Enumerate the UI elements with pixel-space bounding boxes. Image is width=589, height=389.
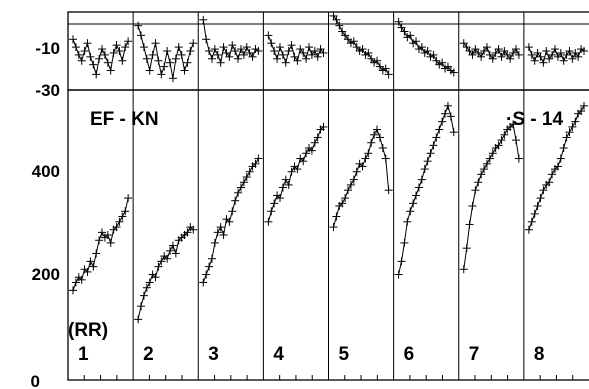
y-tick-label-top-minus30: -30 xyxy=(35,81,60,100)
panel-number-6: 6 xyxy=(404,344,415,365)
bottom-trace-panel-7 xyxy=(463,123,520,270)
annotation-rr: (RR) xyxy=(68,320,108,341)
annotation-s-14: ·S - 14 xyxy=(506,109,563,130)
panel-number-8: 8 xyxy=(534,344,545,365)
bottom-trace-panel-5 xyxy=(333,128,390,228)
y-tick-label-top-minus10: -10 xyxy=(35,39,60,58)
panel-number-4: 4 xyxy=(273,344,284,365)
bottom-trace-panel-6 xyxy=(398,104,455,275)
panel-number-3: 3 xyxy=(208,344,219,365)
bottom-trace-panel-2 xyxy=(137,226,194,320)
panel-number-7: 7 xyxy=(469,344,480,365)
panel-number-5: 5 xyxy=(339,344,350,365)
y-tick-label-0: 0 xyxy=(31,372,40,389)
y-tick-label-400: 400 xyxy=(32,162,60,181)
chart-panels: 1 2 3 4 5 6 7 8 xyxy=(69,11,588,380)
panel-number-2: 2 xyxy=(143,344,154,365)
y-tick-label-200: 200 xyxy=(32,265,60,284)
annotation-ef-kn: EF - KN xyxy=(90,109,159,130)
panel-number-1: 1 xyxy=(78,344,89,365)
